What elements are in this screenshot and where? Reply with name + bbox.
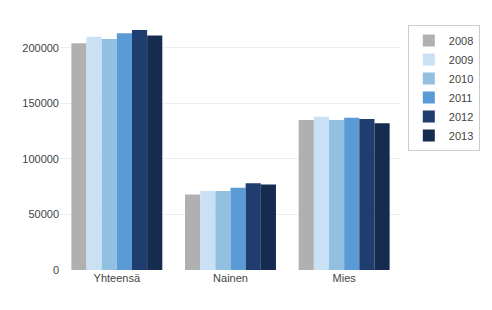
svg-text:100000: 100000 bbox=[22, 153, 59, 165]
svg-text:150000: 150000 bbox=[22, 97, 59, 109]
svg-text:50000: 50000 bbox=[28, 208, 59, 220]
svg-text:2012: 2012 bbox=[449, 111, 473, 123]
svg-text:0: 0 bbox=[53, 264, 59, 276]
svg-text:Nainen: Nainen bbox=[213, 272, 248, 284]
svg-text:200000: 200000 bbox=[22, 42, 59, 54]
svg-text:2011: 2011 bbox=[449, 92, 473, 104]
svg-text:Mies: Mies bbox=[333, 272, 357, 284]
svg-text:2009: 2009 bbox=[449, 54, 473, 66]
svg-text:Yhteensä: Yhteensä bbox=[94, 272, 141, 284]
svg-text:2013: 2013 bbox=[449, 130, 473, 142]
svg-text:2008: 2008 bbox=[449, 35, 473, 47]
svg-text:2010: 2010 bbox=[449, 73, 473, 85]
